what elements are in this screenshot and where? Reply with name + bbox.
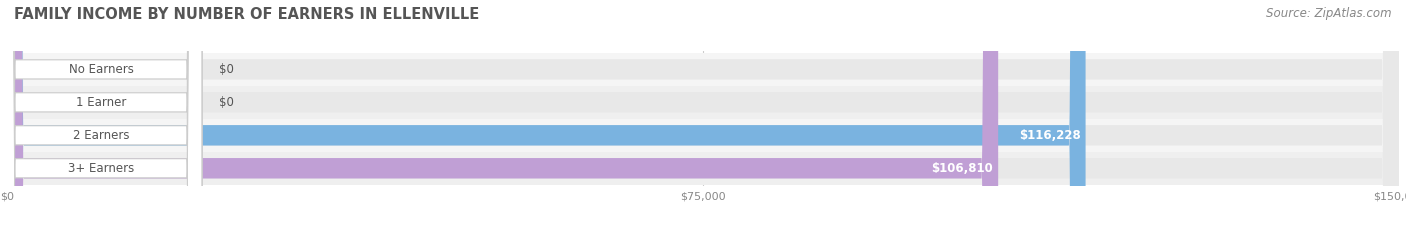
Text: Source: ZipAtlas.com: Source: ZipAtlas.com [1267,7,1392,20]
Text: $0: $0 [218,63,233,76]
FancyBboxPatch shape [7,0,1085,233]
FancyBboxPatch shape [7,0,1399,233]
Text: 3+ Earners: 3+ Earners [67,162,134,175]
Text: $116,228: $116,228 [1019,129,1081,142]
Text: No Earners: No Earners [69,63,134,76]
Text: 2 Earners: 2 Earners [73,129,129,142]
FancyBboxPatch shape [0,0,202,233]
FancyBboxPatch shape [7,0,1399,233]
FancyBboxPatch shape [7,0,998,233]
Bar [7,119,1399,152]
Text: $106,810: $106,810 [931,162,993,175]
Text: $0: $0 [218,96,233,109]
FancyBboxPatch shape [0,0,202,233]
FancyBboxPatch shape [7,0,1399,233]
FancyBboxPatch shape [0,0,202,233]
Bar [7,152,1399,185]
FancyBboxPatch shape [7,0,1399,233]
FancyBboxPatch shape [0,0,202,233]
Bar [7,86,1399,119]
Text: FAMILY INCOME BY NUMBER OF EARNERS IN ELLENVILLE: FAMILY INCOME BY NUMBER OF EARNERS IN EL… [14,7,479,22]
Bar [7,53,1399,86]
Text: 1 Earner: 1 Earner [76,96,127,109]
